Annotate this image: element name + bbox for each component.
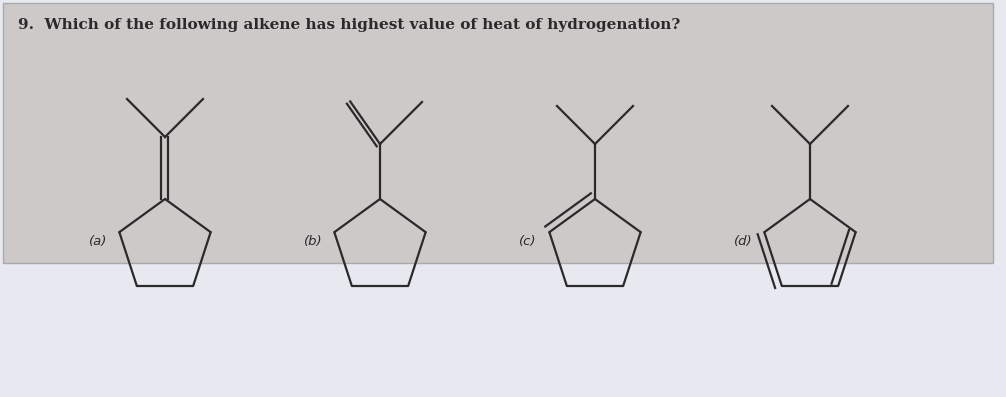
Text: (d): (d) bbox=[734, 235, 752, 249]
Text: (b): (b) bbox=[304, 235, 323, 249]
FancyBboxPatch shape bbox=[3, 3, 993, 263]
Text: (c): (c) bbox=[519, 235, 536, 249]
Text: 9.  Which of the following alkene has highest value of heat of hydrogenation?: 9. Which of the following alkene has hig… bbox=[18, 18, 680, 32]
Text: (a): (a) bbox=[89, 235, 108, 249]
